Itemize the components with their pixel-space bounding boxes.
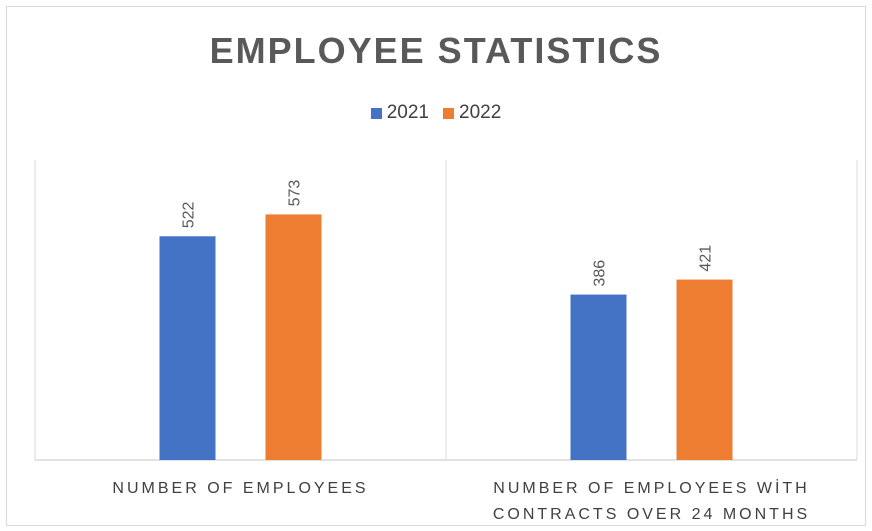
- bar-2022-cat0: [265, 214, 322, 460]
- category-label-1-line1: CONTRACTS OVER 24 MONTHS: [493, 506, 810, 523]
- data-label-2022-cat1: 421: [698, 245, 715, 272]
- legend-swatch-2022: [443, 107, 454, 119]
- chart-title: EMPLOYEE STATISTICS: [209, 30, 663, 71]
- category-label-1-line0: NUMBER OF EMPLOYEES WİTH: [493, 478, 809, 497]
- legend-label-2021: 2021: [386, 102, 429, 123]
- bar-2021-cat0: [159, 236, 216, 460]
- legend-swatch-2021: [370, 107, 382, 119]
- data-label-2021-cat1: 386: [592, 260, 609, 287]
- bar-2022-cat1: [676, 279, 733, 460]
- legend-item-2021: 2021: [370, 102, 429, 124]
- data-label-2021-cat0: 522: [181, 201, 198, 228]
- data-label-2022-cat0: 573: [287, 180, 304, 207]
- bar-2021-cat1: [570, 294, 627, 460]
- legend: 2021 2022: [0, 102, 872, 124]
- legend-item-2022: 2022: [443, 102, 501, 124]
- legend-label-2022: 2022: [459, 102, 502, 123]
- category-label-0-line0: NUMBER OF EMPLOYEES: [112, 480, 368, 497]
